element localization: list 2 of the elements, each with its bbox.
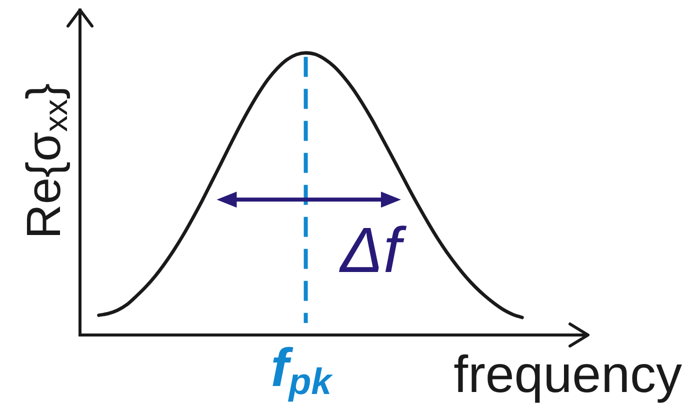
x-axis-title: frequency bbox=[454, 346, 682, 404]
text: f$_{pk}$ bbox=[270, 338, 332, 402]
